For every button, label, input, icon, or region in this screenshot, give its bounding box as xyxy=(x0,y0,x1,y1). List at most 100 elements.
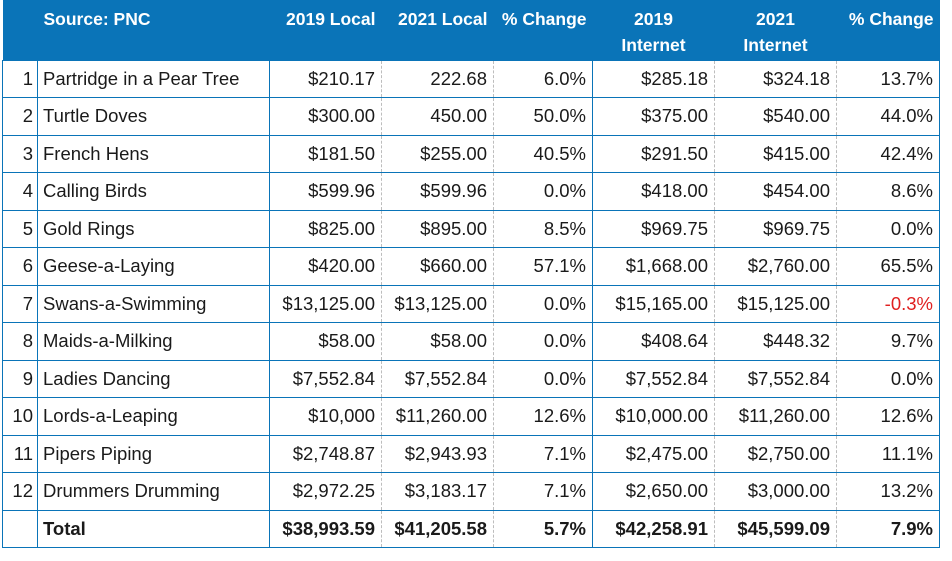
internet-2019-cell: $408.64 xyxy=(592,322,715,360)
local-change-cell: 57.1% xyxy=(493,247,593,285)
local-change-cell: 0.0% xyxy=(493,322,593,360)
table-row: 12 Drummers Drumming $2,972.25 $3,183.17 7.1… xyxy=(2,472,940,510)
table-row: 4 Calling Birds $599.96 $599.96 0.0% $418.00 $… xyxy=(2,172,940,210)
local-change-cell: 5.7% xyxy=(493,509,593,548)
internet-2021-cell: $324.18 xyxy=(714,59,837,98)
local-2019-cell: $599.96 xyxy=(269,172,382,210)
item-name: Ladies Dancing xyxy=(37,359,270,398)
local-2021-cell: $3,183.17 xyxy=(381,472,494,510)
item-name: Total xyxy=(37,509,270,548)
internet-2021-cell: $2,750.00 xyxy=(714,434,837,473)
table-row: 1 Partridge in a Pear Tree $210.17 222.68 6.… xyxy=(2,59,940,98)
internet-change-cell: 13.7% xyxy=(836,59,940,98)
internet-2021-cell: $11,260.00 xyxy=(714,397,837,435)
local-2019-cell: $38,993.59 xyxy=(269,509,382,548)
row-index: 1 xyxy=(2,59,38,98)
row-index: 2 xyxy=(2,97,38,135)
local-2021-cell: 450.00 xyxy=(381,97,494,135)
internet-2021-cell: $3,000.00 xyxy=(714,472,837,510)
row-index: 3 xyxy=(2,134,38,173)
local-2019-cell: $2,972.25 xyxy=(269,472,382,510)
total-row: Total $38,993.59 $41,205.58 5.7% $42,258.91 $… xyxy=(2,509,940,548)
local-2019-cell: $2,748.87 xyxy=(269,434,382,473)
local-2019-cell: $58.00 xyxy=(269,322,382,360)
table-row: 5 Gold Rings $825.00 $895.00 8.5% $969.75 $969… xyxy=(2,209,940,248)
item-name: Partridge in a Pear Tree xyxy=(37,59,270,98)
local-2021-cell: $41,205.58 xyxy=(381,509,494,548)
table-header: Source: PNC 2019 Local 2021 Local % Chan… xyxy=(2,0,940,60)
local-2019-cell: $420.00 xyxy=(269,247,382,285)
table-row: 3 French Hens $181.50 $255.00 40.5% $291.50 $4… xyxy=(2,134,940,173)
local-change-cell: 6.0% xyxy=(493,59,593,98)
local-change-cell: 8.5% xyxy=(493,209,593,248)
table-row: 11 Pipers Piping $2,748.87 $2,943.93 7.1% $2,… xyxy=(2,434,940,473)
local-change-cell: 0.0% xyxy=(493,284,593,323)
local-2019-cell: $300.00 xyxy=(269,97,382,135)
internet-2019-cell: $2,475.00 xyxy=(592,434,715,473)
table-row: 9 Ladies Dancing $7,552.84 $7,552.84 0.0% $7,… xyxy=(2,359,940,398)
header-source: Source: PNC xyxy=(37,0,270,60)
item-name: Swans-a-Swimming xyxy=(37,284,270,323)
row-index: 11 xyxy=(2,434,38,473)
header-internet-change: % Change xyxy=(836,0,940,60)
internet-change-cell: 11.1% xyxy=(836,434,940,473)
table-row: 10 Lords-a-Leaping $10,000 $11,260.00 12.6% $… xyxy=(2,397,940,435)
local-2019-cell: $181.50 xyxy=(269,134,382,173)
local-2019-cell: $825.00 xyxy=(269,209,382,248)
header-internet-2021-year: 2021 xyxy=(756,9,795,29)
internet-change-cell: -0.3% xyxy=(836,284,940,323)
local-2021-cell: $11,260.00 xyxy=(381,397,494,435)
internet-2021-cell: $969.75 xyxy=(714,209,837,248)
internet-change-cell: 42.4% xyxy=(836,134,940,173)
internet-2019-cell: $969.75 xyxy=(592,209,715,248)
local-change-cell: 0.0% xyxy=(493,359,593,398)
local-2021-cell: $7,552.84 xyxy=(381,359,494,398)
local-change-cell: 40.5% xyxy=(493,134,593,173)
table-row: 2 Turtle Doves $300.00 450.00 50.0% $375.00 $5… xyxy=(2,97,940,135)
local-2019-cell: $10,000 xyxy=(269,397,382,435)
local-2019-cell: $13,125.00 xyxy=(269,284,382,323)
local-2021-cell: $599.96 xyxy=(381,172,494,210)
internet-2019-cell: $10,000.00 xyxy=(592,397,715,435)
internet-change-cell: 65.5% xyxy=(836,247,940,285)
local-2019-cell: $7,552.84 xyxy=(269,359,382,398)
item-name: Pipers Piping xyxy=(37,434,270,473)
internet-2021-cell: $448.32 xyxy=(714,322,837,360)
item-name: Drummers Drumming xyxy=(37,472,270,510)
row-index: 9 xyxy=(2,359,38,398)
internet-2019-cell: $15,165.00 xyxy=(592,284,715,323)
internet-2019-cell: $375.00 xyxy=(592,97,715,135)
internet-change-cell: 0.0% xyxy=(836,359,940,398)
internet-2019-cell: $291.50 xyxy=(592,134,715,173)
item-name: Turtle Doves xyxy=(37,97,270,135)
row-index: 12 xyxy=(2,472,38,510)
row-index: 5 xyxy=(2,209,38,248)
item-name: Gold Rings xyxy=(37,209,270,248)
row-index: 7 xyxy=(2,284,38,323)
internet-2021-cell: $415.00 xyxy=(714,134,837,173)
table-row: 7 Swans-a-Swimming $13,125.00 $13,125.00 0.0… xyxy=(2,284,940,323)
internet-2021-cell: $454.00 xyxy=(714,172,837,210)
internet-2019-cell: $42,258.91 xyxy=(592,509,715,548)
local-2021-cell: $13,125.00 xyxy=(381,284,494,323)
local-change-cell: 7.1% xyxy=(493,472,593,510)
internet-2021-cell: $45,599.09 xyxy=(714,509,837,548)
internet-change-cell: 44.0% xyxy=(836,97,940,135)
table-row: 6 Geese-a-Laying $420.00 $660.00 57.1% $1,668… xyxy=(2,247,940,285)
row-index: 10 xyxy=(2,397,38,435)
internet-2019-cell: $1,668.00 xyxy=(592,247,715,285)
header-local-2019: 2019 Local xyxy=(269,0,382,60)
row-index: 8 xyxy=(2,322,38,360)
internet-change-cell: 13.2% xyxy=(836,472,940,510)
header-internet-2019-year: 2019 xyxy=(634,9,673,29)
table-body: 1 Partridge in a Pear Tree $210.17 222.68 6.… xyxy=(2,59,940,548)
header-internet-2021: 2021 Internet xyxy=(714,0,837,60)
internet-2021-cell: $15,125.00 xyxy=(714,284,837,323)
internet-change-cell: 0.0% xyxy=(836,209,940,248)
internet-change-cell: 8.6% xyxy=(836,172,940,210)
internet-change-cell: 7.9% xyxy=(836,509,940,548)
local-2021-cell: $255.00 xyxy=(381,134,494,173)
internet-2019-cell: $418.00 xyxy=(592,172,715,210)
item-name: Calling Birds xyxy=(37,172,270,210)
local-change-cell: 0.0% xyxy=(493,172,593,210)
